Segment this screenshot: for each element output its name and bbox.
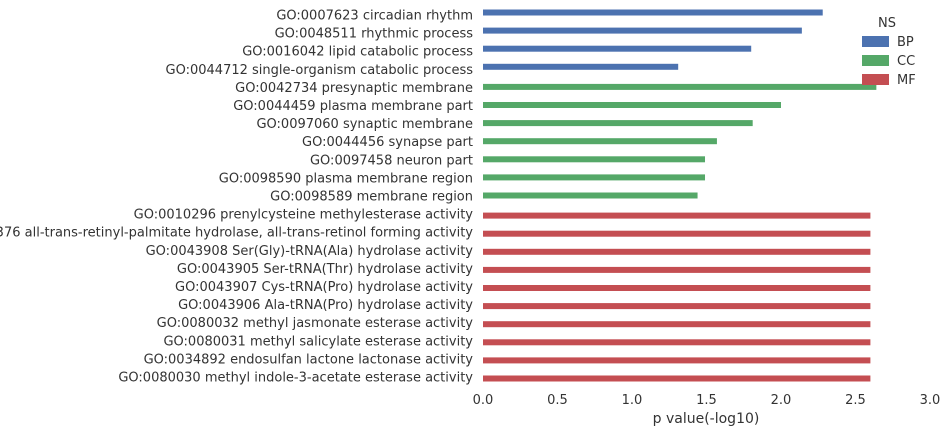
category-label: GO:0034892 endosulfan lactone lactonase … <box>144 352 474 367</box>
legend-title: NS <box>878 16 896 31</box>
bar <box>483 357 871 364</box>
category-label: GO:0010296 prenylcysteine methylesterase… <box>134 208 474 223</box>
category-label: GO:0098589 membrane region <box>270 190 473 205</box>
category-label: GO:0007623 circadian rhythm <box>276 9 473 24</box>
bar <box>483 156 706 163</box>
bar <box>483 266 871 273</box>
category-label: GO:0043908 Ser(Gly)-tRNA(Ala) hydrolase … <box>146 244 474 259</box>
category-label: GO:0044459 plasma membrane part <box>233 99 473 114</box>
bar <box>483 83 877 90</box>
category-label: GO:0043905 Ser-tRNA(Thr) hydrolase activ… <box>177 262 473 277</box>
legend-swatch <box>862 36 889 47</box>
bar <box>483 138 717 145</box>
bar <box>483 102 781 108</box>
bar <box>483 192 698 199</box>
category-label: GO:0080030 methyl indole-3-acetate ester… <box>118 371 473 386</box>
bar <box>483 120 753 127</box>
category-label: GO:0080031 methyl salicylate esterase ac… <box>163 334 473 349</box>
category-labels: GO:0007623 circadian rhythm GO:0048511 rh… <box>0 9 473 386</box>
category-label: GO:0043906 Ala-tRNA(Pro) hydrolase activ… <box>178 298 473 313</box>
category-label: GO:0080032 methyl jasmonate esterase act… <box>157 316 474 331</box>
bar <box>483 174 706 181</box>
legend-label: BP <box>897 35 914 50</box>
x-tick-label: 2.5 <box>845 393 866 408</box>
x-tick-label: 2.0 <box>771 393 792 408</box>
x-tick-label: 1.0 <box>622 393 643 408</box>
category-label: GO:0097060 synaptic membrane <box>256 117 473 132</box>
bar <box>483 303 871 310</box>
x-axis-label: p value(-log10) <box>653 411 760 427</box>
category-label: GO:0016042 lipid catabolic process <box>242 45 473 60</box>
x-tick-labels: 0.0 0.5 1.0 1.5 2.0 2.5 3.0 <box>473 393 941 408</box>
category-label: GO:0044712 single-organism catabolic pro… <box>166 63 474 78</box>
bar <box>483 339 871 346</box>
category-label: GO:0098590 plasma membrane region <box>219 171 473 186</box>
bar <box>483 321 871 328</box>
category-label: GO:0048511 rhythmic process <box>275 27 474 42</box>
category-label: GO:0097458 neuron part <box>310 153 473 168</box>
x-tick-label: 0.5 <box>547 393 568 408</box>
bar <box>483 63 679 70</box>
legend-label: CC <box>897 54 915 69</box>
bar <box>483 375 871 382</box>
legend-label: MF <box>897 73 916 88</box>
bar <box>483 285 871 291</box>
bar <box>483 9 823 16</box>
category-label: GO:0043907 Cys-tRNA(Pro) hydrolase activ… <box>175 280 473 295</box>
category-label: GO:0047376 all-trans-retinyl-palmitate h… <box>0 226 473 241</box>
x-tick-label: 1.5 <box>696 393 717 408</box>
category-label: GO:0044456 synapse part <box>302 135 473 150</box>
bar <box>483 230 871 237</box>
x-tick-label: 0.0 <box>473 393 494 408</box>
bar <box>483 212 871 219</box>
x-tick-label: 3.0 <box>920 393 941 408</box>
bar <box>483 248 871 255</box>
legend-swatch <box>862 55 889 66</box>
category-label: GO:0042734 presynaptic membrane <box>235 81 473 96</box>
bars-group <box>483 9 877 382</box>
bar <box>483 45 752 52</box>
bar <box>483 27 802 34</box>
legend-swatch <box>862 74 889 85</box>
legend: NS BP CC MF <box>862 16 916 88</box>
